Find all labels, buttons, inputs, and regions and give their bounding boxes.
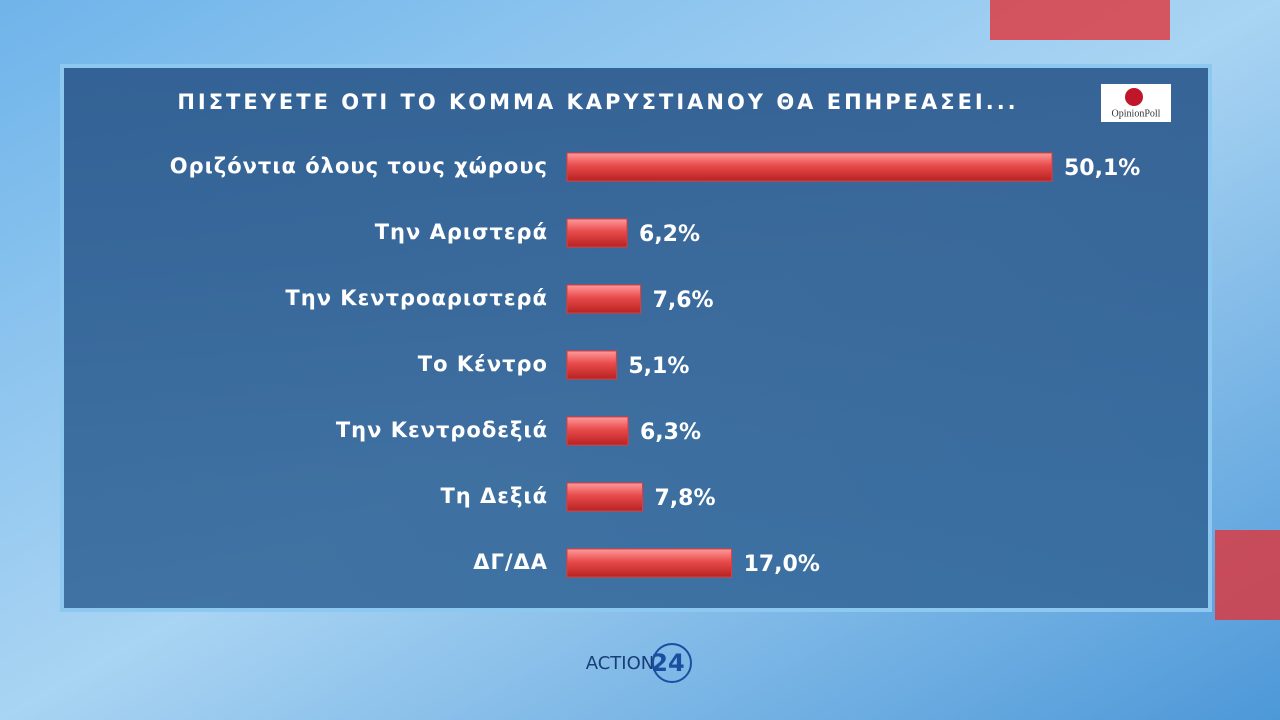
poll-logo-text: OpinionPoll xyxy=(1112,108,1161,119)
category-label: Το Κέντρο xyxy=(418,352,548,376)
channel-logo-number: 24 xyxy=(651,649,684,677)
panel xyxy=(60,64,1212,612)
bar xyxy=(566,152,1053,182)
bar xyxy=(566,482,644,512)
bar xyxy=(566,350,617,380)
category-label: Την Κεντροαριστερά xyxy=(285,286,548,310)
decor xyxy=(1215,530,1280,620)
bar xyxy=(566,284,642,314)
category-label: Την Αριστερά xyxy=(375,220,548,244)
poll-logo-mark xyxy=(1125,88,1143,106)
chart-title: ΠΙΣΤΕΥΕΤΕ ΟΤΙ ΤΟ ΚΟΜΜΑ ΚΑΡΥΣΤΙΑΝΟΥ ΘΑ ΕΠ… xyxy=(177,90,1018,114)
decor xyxy=(990,0,1170,40)
value-label: 5,1% xyxy=(628,354,689,379)
category-label: Τη Δεξιά xyxy=(440,484,548,508)
category-label: Την Κεντροδεξιά xyxy=(336,418,548,442)
value-label: 17,0% xyxy=(744,552,820,577)
bar xyxy=(566,416,629,446)
value-label: 7,8% xyxy=(655,486,716,511)
category-label: Οριζόντια όλους τους χώρους xyxy=(170,154,548,178)
bar xyxy=(566,218,628,248)
channel-logo: ACTION xyxy=(586,653,655,674)
bar xyxy=(566,548,733,578)
value-label: 6,3% xyxy=(640,420,701,445)
category-label: ΔΓ/ΔΑ xyxy=(473,550,548,574)
value-label: 50,1% xyxy=(1064,156,1140,181)
value-label: 7,6% xyxy=(653,288,714,313)
channel-logo-ring xyxy=(652,643,692,683)
value-label: 6,2% xyxy=(639,222,700,247)
